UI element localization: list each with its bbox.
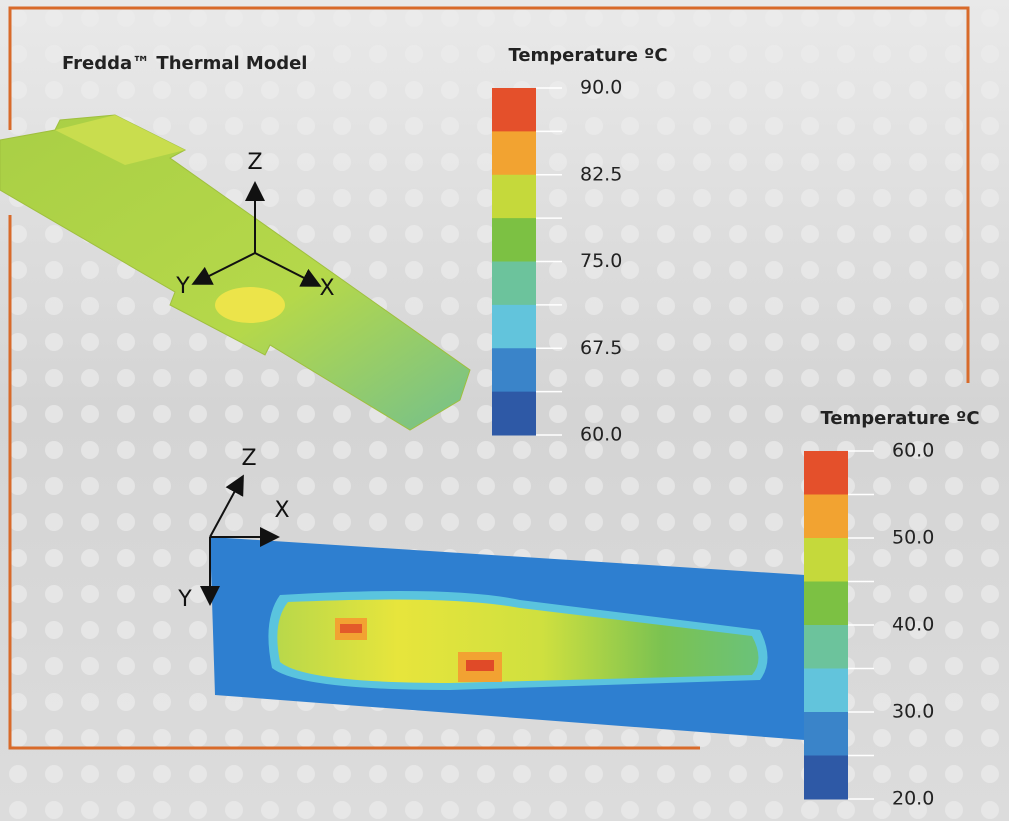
axis-z: Z <box>241 446 256 471</box>
color-band <box>492 262 536 306</box>
color-band <box>804 712 848 756</box>
title: Fredda™ Thermal Model <box>62 53 307 74</box>
axis-z: Z <box>247 150 262 175</box>
color-band <box>804 669 848 713</box>
legend-title: Temperature ºC <box>820 408 979 429</box>
color-band <box>804 625 848 669</box>
legend-label: 60.0 <box>892 440 934 462</box>
legend-title: Temperature ºC <box>508 45 667 66</box>
color-band <box>804 582 848 626</box>
axis-x: X <box>274 498 289 523</box>
color-band <box>804 756 848 800</box>
legend-label: 82.5 <box>580 163 622 185</box>
axis-y: Y <box>175 274 190 299</box>
legend-label: 67.5 <box>580 337 622 359</box>
color-band <box>492 305 536 349</box>
color-band <box>804 451 848 495</box>
color-band <box>492 175 536 219</box>
legend-label: 90.0 <box>580 77 622 99</box>
legend-label: 60.0 <box>580 424 622 446</box>
color-band <box>492 348 536 392</box>
legend-label: 75.0 <box>580 250 622 272</box>
axis-x: X <box>319 276 334 301</box>
legend-label: 30.0 <box>892 701 934 723</box>
color-band <box>492 218 536 262</box>
color-band <box>804 495 848 539</box>
color-band <box>492 131 536 175</box>
color-band <box>804 538 848 582</box>
page: Fredda™ Thermal Model Z Y X Z X Y Temper… <box>0 0 1009 821</box>
legend-label: 40.0 <box>892 614 934 636</box>
color-band <box>492 88 536 132</box>
legend-label: 50.0 <box>892 527 934 549</box>
axis-y: Y <box>177 587 192 612</box>
legend-label: 20.0 <box>892 788 934 810</box>
color-band <box>492 392 536 436</box>
